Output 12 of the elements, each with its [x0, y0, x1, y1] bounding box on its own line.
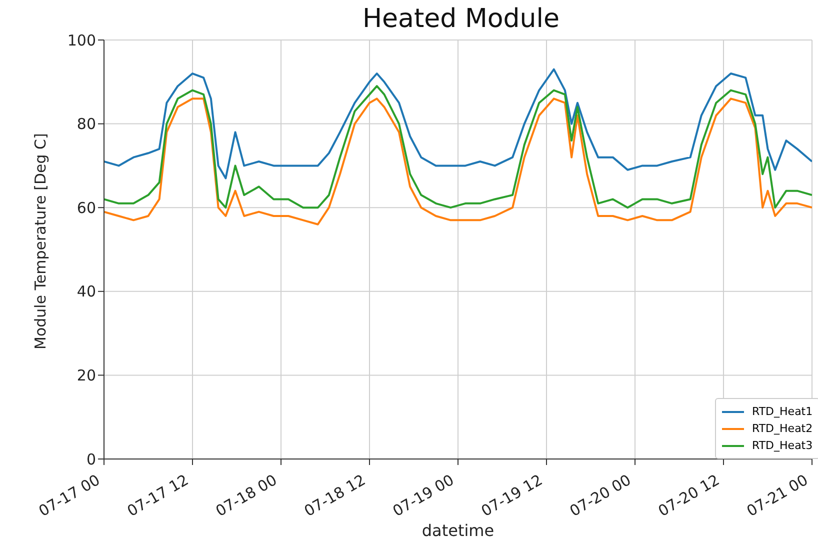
y-tick-label: 100: [67, 31, 96, 50]
chart-title: Heated Module: [362, 4, 560, 34]
y-tick-label: 80: [76, 115, 96, 134]
y-axis-title: Module Temperature [Deg C]: [31, 133, 50, 350]
y-tick-label: 40: [76, 282, 96, 301]
y-tick-label: 60: [76, 198, 96, 217]
legend-label: RTD_Heat3: [752, 439, 813, 452]
y-tick-label: 0: [86, 450, 96, 468]
legend-label: RTD_Heat1: [752, 405, 813, 418]
legend-label: RTD_Heat2: [752, 422, 813, 435]
y-tick-label: 20: [76, 366, 96, 385]
x-axis-title: datetime: [422, 521, 494, 538]
